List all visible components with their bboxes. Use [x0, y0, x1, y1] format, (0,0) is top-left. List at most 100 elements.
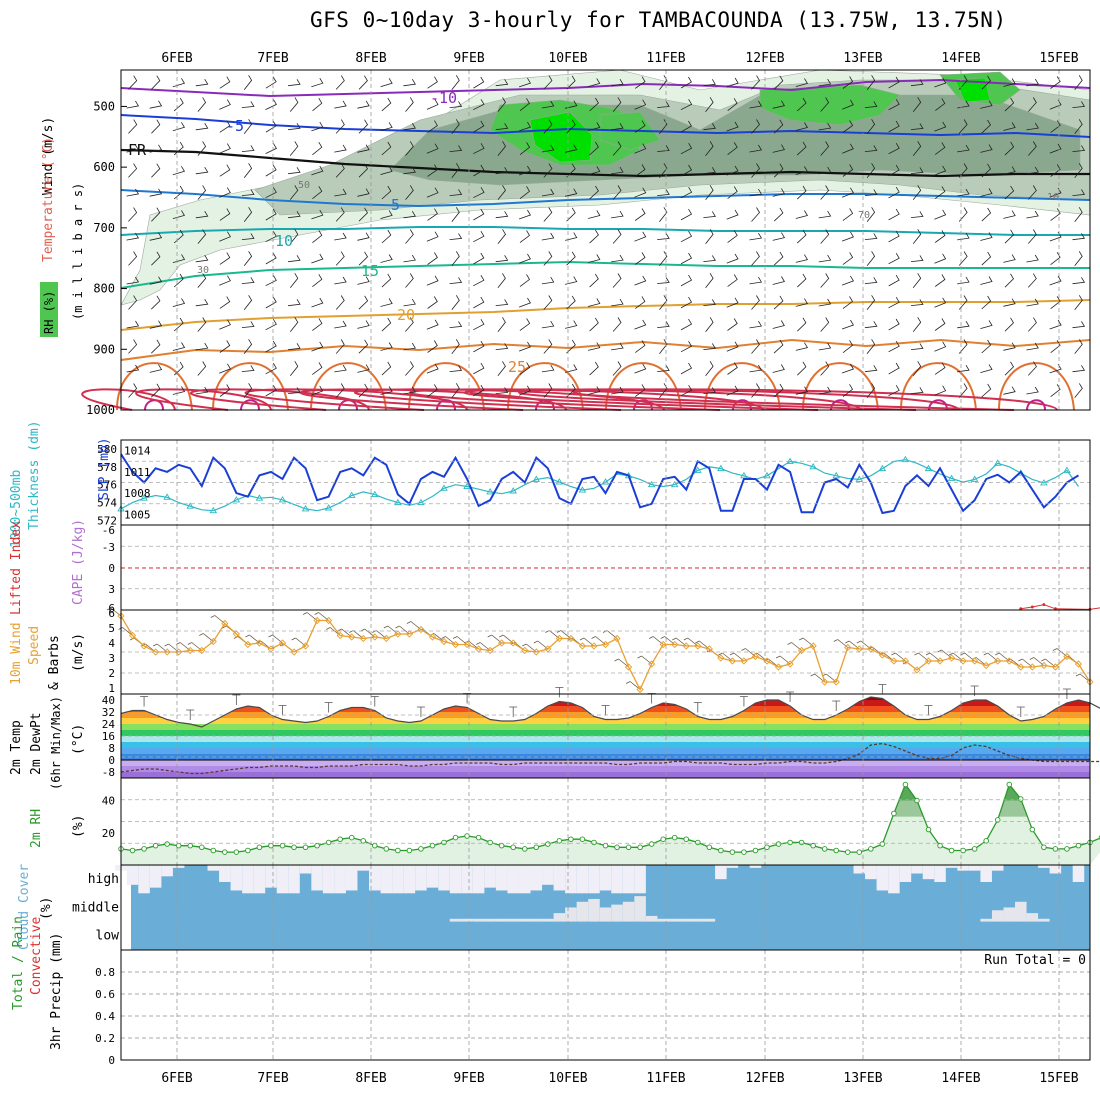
wind-barb — [864, 277, 878, 284]
wind-barb — [565, 276, 578, 285]
wind-barb — [934, 209, 947, 220]
wind-barb — [726, 77, 739, 88]
cloud-mid-gap — [1038, 918, 1050, 922]
date-label-bottom: 10FEB — [548, 1071, 587, 1086]
date-label-top: 6FEB — [161, 51, 192, 66]
thickness-point — [486, 488, 494, 495]
wind-barb — [1028, 97, 1037, 112]
cloud-high-gap — [611, 865, 623, 894]
cloud-high-gap — [311, 865, 323, 891]
wind-barb — [288, 211, 301, 219]
wind-barb — [219, 296, 231, 309]
rh-contour-label: 30 — [197, 265, 209, 276]
wind-barb — [866, 119, 876, 134]
rh2m-point — [164, 841, 170, 847]
wind-barb — [910, 343, 924, 350]
wind-barb — [334, 144, 347, 153]
temp-band — [121, 772, 1090, 778]
cloud-mid-gap — [680, 918, 693, 922]
rh2m-point — [994, 817, 1001, 823]
wind-barb — [149, 320, 163, 329]
wind-barb — [866, 207, 876, 222]
wind-barb — [611, 210, 624, 219]
wind-barb — [841, 187, 854, 198]
wind-barb — [751, 119, 760, 134]
wind-tick: 6 — [108, 607, 115, 620]
wind-barb — [312, 230, 323, 244]
grid-lines — [121, 70, 1090, 1060]
wind-barb — [197, 185, 207, 200]
date-label-bottom: 15FEB — [1039, 1071, 1078, 1086]
wind-barb — [566, 339, 576, 354]
wind-barb — [726, 385, 739, 396]
wind-barb — [149, 276, 163, 285]
wind-barb — [1026, 254, 1039, 263]
wind-barb — [151, 75, 161, 90]
rh2m-point — [879, 841, 886, 847]
wind-barb — [612, 361, 622, 376]
temp-tick: 32 — [102, 706, 115, 719]
wind-barb — [1074, 339, 1083, 354]
cloud-high-gap — [726, 865, 739, 868]
wind-barb — [128, 119, 138, 134]
cloud-high-gap — [622, 865, 635, 894]
wind-barb — [334, 276, 347, 285]
wind-barb — [427, 208, 438, 221]
wind-barb — [958, 383, 968, 398]
wind-barb — [705, 229, 714, 244]
wind-barb — [981, 207, 992, 222]
wind-barb — [795, 78, 809, 87]
wind-barb — [705, 361, 714, 376]
rh2m-point — [487, 839, 493, 846]
wind-barb — [265, 208, 277, 221]
wind-barb — [197, 97, 207, 112]
rh2m-point — [625, 844, 632, 851]
date-label-top: 11FEB — [646, 51, 685, 66]
cloud-high-gap — [922, 865, 935, 880]
rh2m-point — [210, 847, 217, 854]
wind-barb — [818, 122, 832, 131]
wind-barb — [219, 99, 231, 110]
wind-barb — [888, 98, 900, 111]
wind-point — [209, 637, 217, 646]
wind-barb — [795, 254, 809, 263]
wind-barb — [1028, 273, 1037, 288]
ylabel-temperature: Temperature (°C) — [41, 137, 56, 262]
rh-contour-label: 50 — [298, 180, 310, 191]
wind-point — [797, 646, 806, 655]
cloud-high-gap — [392, 865, 404, 894]
cloud-mid-gap — [449, 918, 462, 922]
wind-barb — [611, 386, 624, 395]
wind-barb — [518, 297, 531, 308]
rh2m-point — [129, 847, 136, 854]
wind-barb — [564, 364, 578, 373]
wind-barb — [703, 387, 716, 394]
wind-barb — [311, 209, 324, 220]
wind-barb — [773, 163, 784, 178]
wind-barb — [772, 144, 786, 153]
wind-barb — [497, 317, 506, 332]
wind-barb — [403, 210, 416, 219]
wind-barb — [726, 341, 739, 352]
wind-barb — [565, 232, 578, 241]
wind-barb — [380, 386, 393, 395]
wind-barb — [934, 165, 947, 176]
wind-barb — [864, 145, 878, 152]
pressure-tick-label: 500 — [93, 99, 115, 113]
wind-barb — [381, 97, 392, 112]
wind-barb — [219, 143, 231, 154]
wind-barb — [519, 230, 531, 243]
rh2m-point — [187, 842, 193, 849]
wind-barb — [380, 166, 393, 175]
wind-barb — [659, 251, 668, 266]
wind-barb — [265, 120, 277, 133]
cloud-high-gap — [242, 865, 254, 894]
wind-barb — [289, 273, 299, 288]
wind-barb — [749, 144, 763, 153]
wind-barb — [1049, 275, 1062, 286]
cloud-high-gap — [149, 865, 162, 888]
wind-barb — [659, 383, 668, 398]
cloud-high-gap — [322, 865, 335, 894]
wind-barb — [357, 320, 370, 329]
isotherm-2 — [120, 148, 1090, 178]
